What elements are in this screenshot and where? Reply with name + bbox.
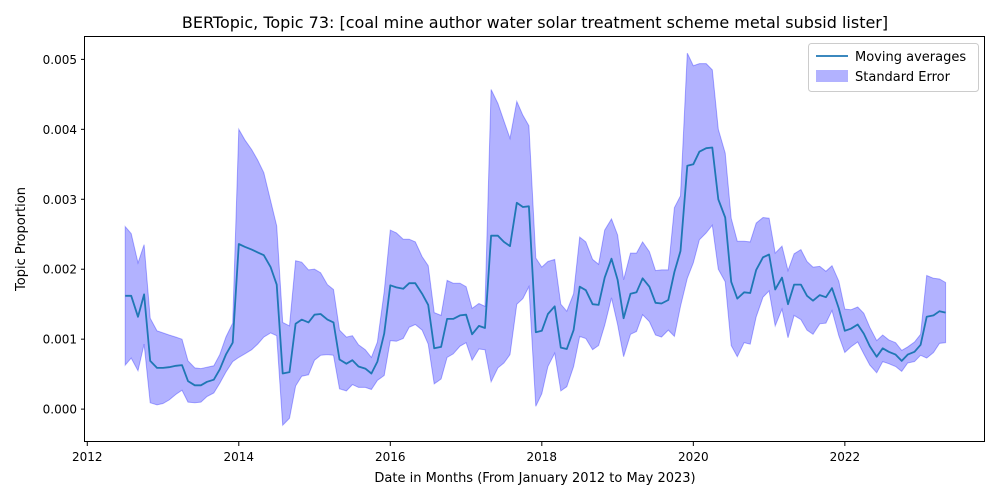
x-tick-label: 2018 — [527, 450, 558, 464]
chart-title: BERTopic, Topic 73: [coal mine author wa… — [182, 13, 888, 32]
standard-error-band-layer — [124, 52, 947, 427]
x-axis: 2012 2014 2016 2018 2020 2022 — [72, 442, 860, 464]
x-tick-label: 2012 — [72, 450, 103, 464]
y-axis-label: Topic Proportion — [14, 187, 29, 292]
y-tick-label: 0.001 — [43, 333, 77, 347]
y-tick-label: 0.005 — [43, 53, 77, 67]
x-axis-label: Date in Months (From January 2012 to May… — [374, 471, 695, 486]
x-tick-label: 2022 — [830, 450, 861, 464]
legend-moving-averages-label: Moving averages — [855, 50, 966, 65]
moving-average-line — [125, 146, 946, 387]
y-axis: 0.000 0.001 0.002 0.003 0.004 0.005 — [43, 53, 85, 417]
y-tick-label: 0.003 — [43, 193, 77, 207]
y-tick-label: 0.000 — [43, 403, 77, 417]
legend-standard-error-label: Standard Error — [855, 70, 951, 85]
legend: Moving averages Standard Error — [808, 43, 979, 92]
standard-error-band — [124, 52, 947, 427]
y-tick-label: 0.004 — [43, 123, 77, 137]
x-tick-label: 2014 — [224, 450, 255, 464]
moving-average-line-layer — [125, 146, 946, 387]
x-tick-label: 2020 — [678, 450, 709, 464]
y-tick-label: 0.002 — [43, 263, 77, 277]
legend-frame — [808, 43, 979, 92]
plot-area-frame — [84, 36, 985, 442]
legend-standard-error-swatch — [816, 70, 848, 82]
x-tick-label: 2016 — [375, 450, 406, 464]
